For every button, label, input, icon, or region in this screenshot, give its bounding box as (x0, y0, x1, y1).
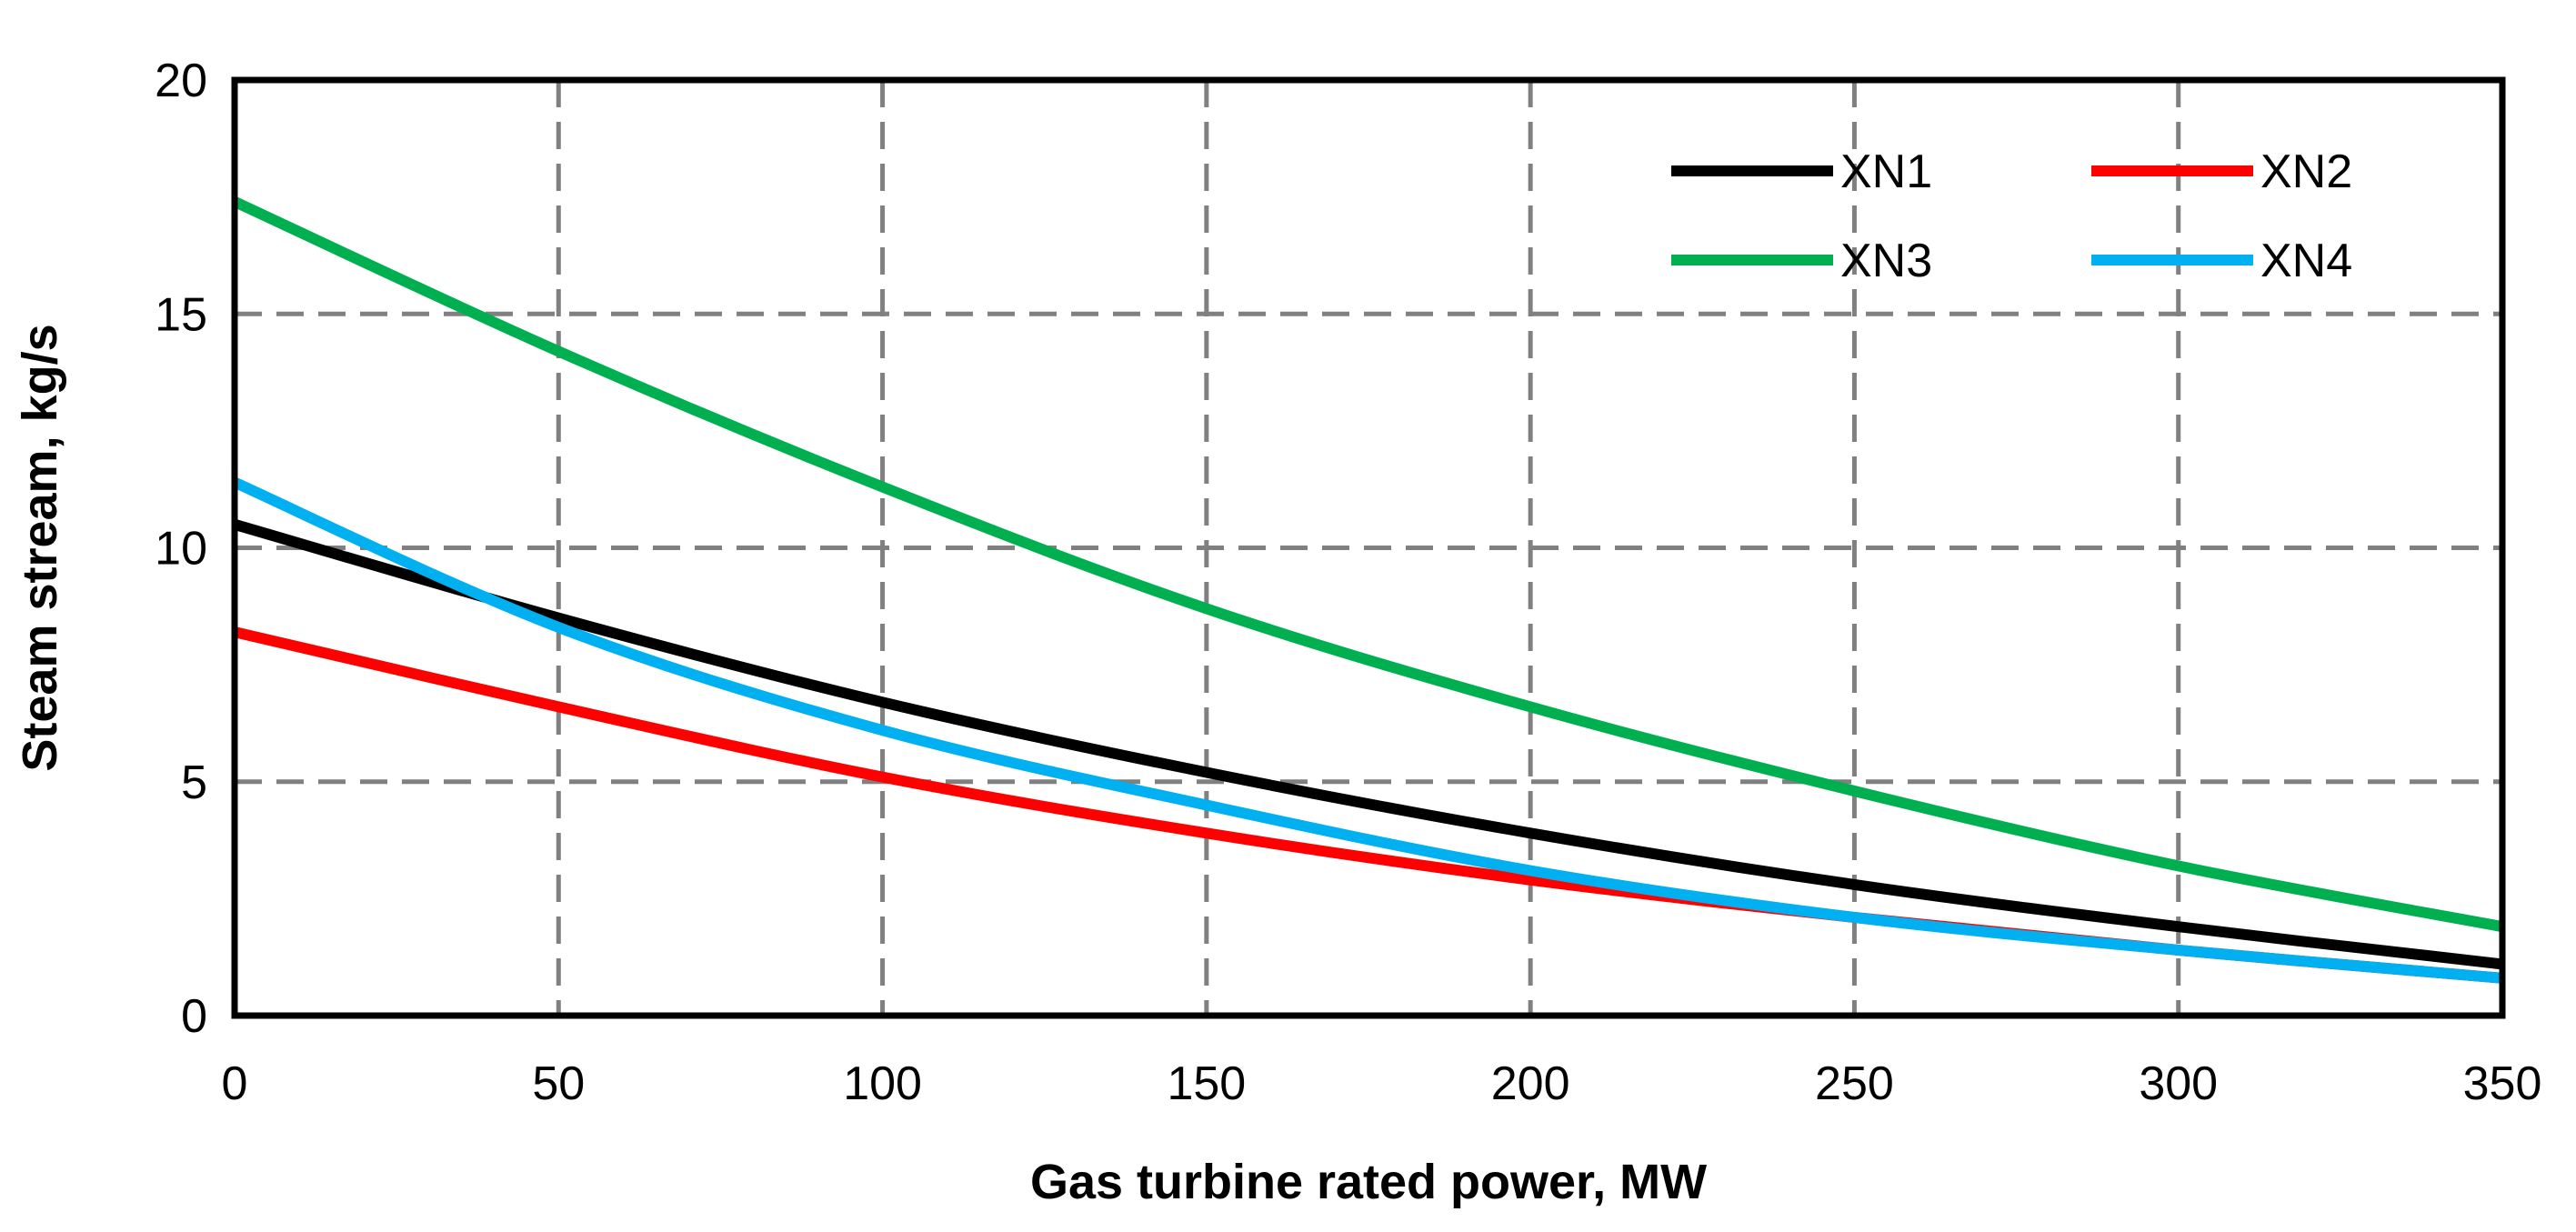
y-axis-ticks: 0 5 10 15 20 (155, 55, 207, 1043)
y-tick-label: 15 (155, 288, 207, 341)
x-axis-ticks: 0 50 100 150 200 250 300 350 (222, 1057, 2542, 1110)
y-tick-label: 0 (181, 990, 207, 1043)
series-lines (232, 196, 2504, 984)
y-tick-label: 10 (155, 523, 207, 576)
y-tick-label: 5 (181, 756, 207, 809)
legend: XN1 XN2 XN3 XN4 (1671, 145, 2352, 287)
y-axis-title: Steam stream, kg/s (13, 324, 67, 771)
grid-lines (235, 80, 2502, 1016)
legend-label-xn3: XN3 (1840, 235, 1932, 287)
legend-label-xn1: XN1 (1840, 145, 1932, 198)
series-line-xn3 (232, 196, 2504, 933)
legend-label-xn4: XN4 (2260, 235, 2352, 287)
x-tick-label: 350 (2463, 1057, 2542, 1110)
y-tick-label: 20 (155, 55, 207, 107)
x-axis-title: Gas turbine rated power, MW (1030, 1155, 1707, 1209)
series-line-xn4 (232, 477, 2503, 984)
legend-label-xn2: XN2 (2260, 145, 2352, 198)
x-tick-label: 150 (1167, 1057, 1246, 1110)
series-line-xn1 (233, 519, 2503, 970)
x-tick-label: 250 (1815, 1057, 1894, 1110)
x-tick-label: 50 (532, 1057, 585, 1110)
plot-area-frame (231, 76, 2506, 1019)
x-tick-label: 100 (843, 1057, 922, 1110)
x-tick-label: 200 (1491, 1057, 1570, 1110)
x-tick-label: 300 (2139, 1057, 2218, 1110)
x-tick-label: 0 (222, 1057, 248, 1110)
